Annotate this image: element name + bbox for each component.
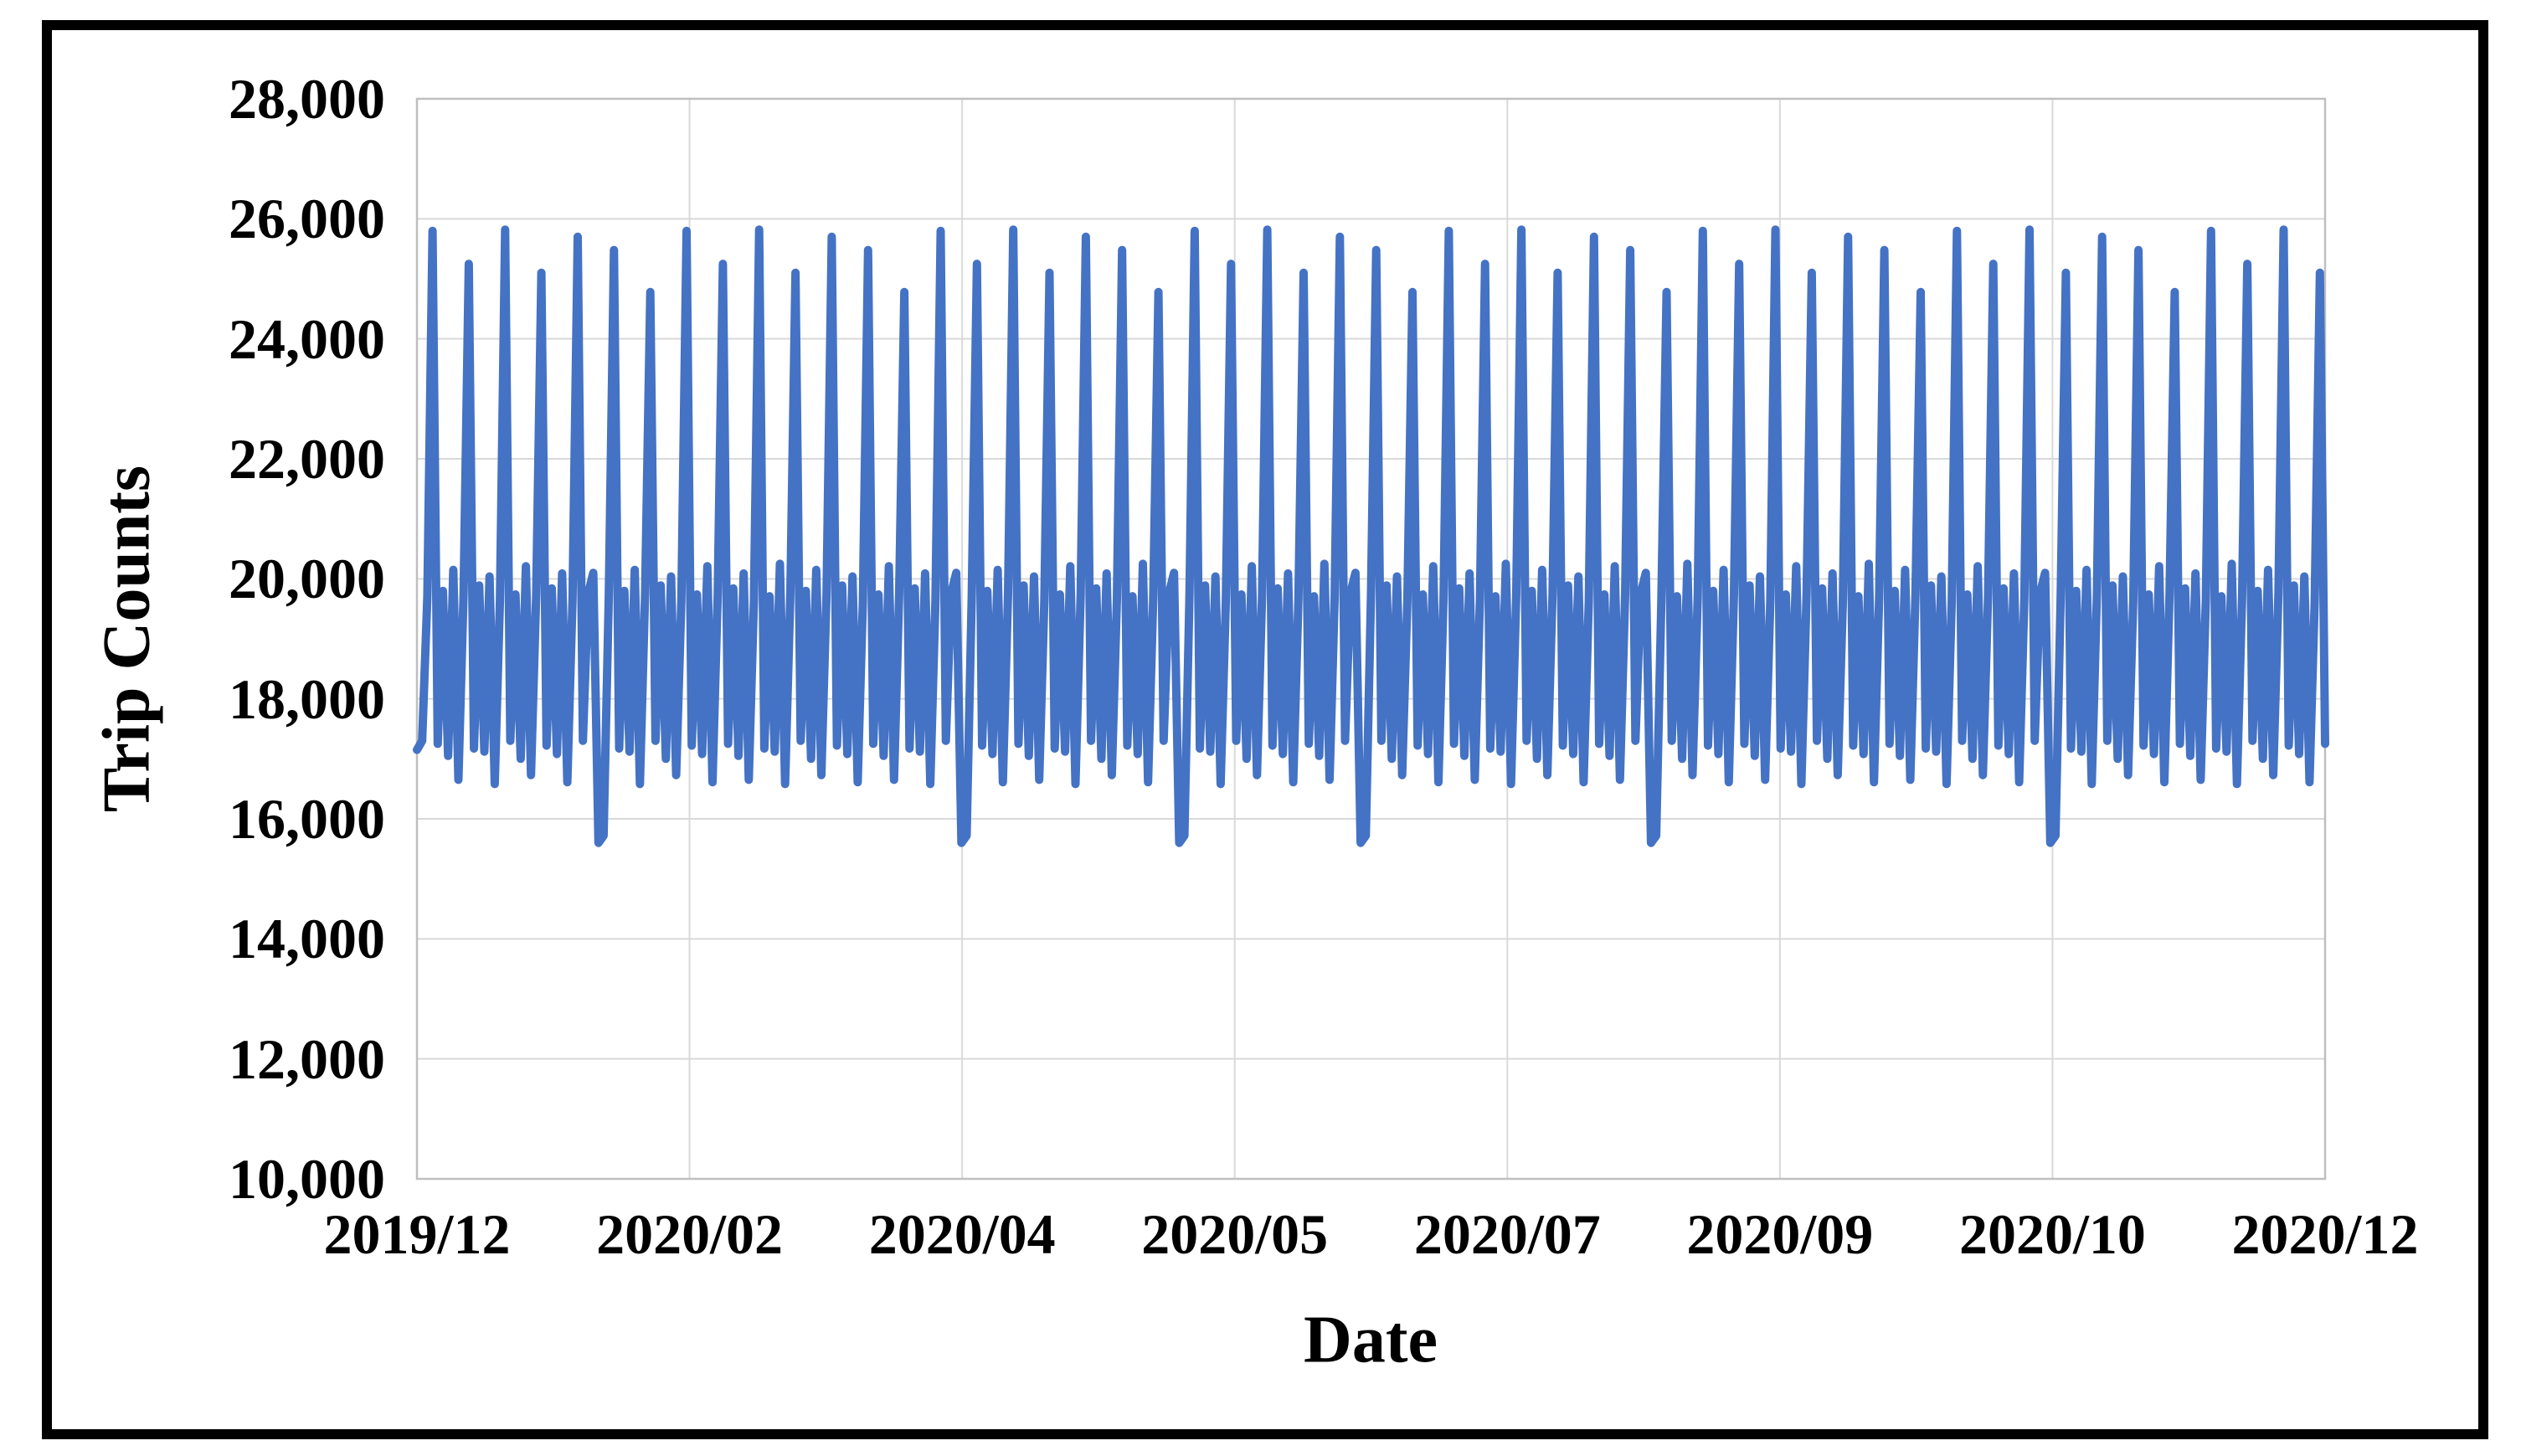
y-tick-label: 16,000: [229, 787, 385, 851]
y-tick-label: 20,000: [229, 547, 385, 611]
y-tick-label: 26,000: [229, 187, 385, 251]
y-tick-label: 12,000: [229, 1026, 385, 1091]
x-tick-label: 2020/12: [2231, 1202, 2419, 1266]
x-tick-label: 2020/10: [1958, 1202, 2146, 1266]
x-axis-title: Date: [1304, 1303, 1438, 1377]
y-axis-title: Trip Counts: [90, 465, 164, 813]
trip-counts-line: [413, 225, 2329, 847]
y-tick-label: 22,000: [229, 427, 385, 491]
x-tick-label: 2020/04: [868, 1202, 1056, 1266]
y-tick-label: 14,000: [229, 907, 385, 971]
x-tick-label: 2020/02: [596, 1202, 784, 1266]
y-tick-label: 10,000: [229, 1147, 385, 1211]
x-tick-label: 2020/09: [1686, 1202, 1874, 1266]
x-tick-label: 2020/05: [1141, 1202, 1329, 1266]
x-tick-label: 2020/07: [1413, 1202, 1601, 1266]
y-tick-label: 24,000: [229, 306, 385, 371]
x-tick-label: 2019/12: [323, 1202, 511, 1266]
y-tick-label: 28,000: [229, 67, 385, 131]
y-tick-label: 18,000: [229, 666, 385, 731]
